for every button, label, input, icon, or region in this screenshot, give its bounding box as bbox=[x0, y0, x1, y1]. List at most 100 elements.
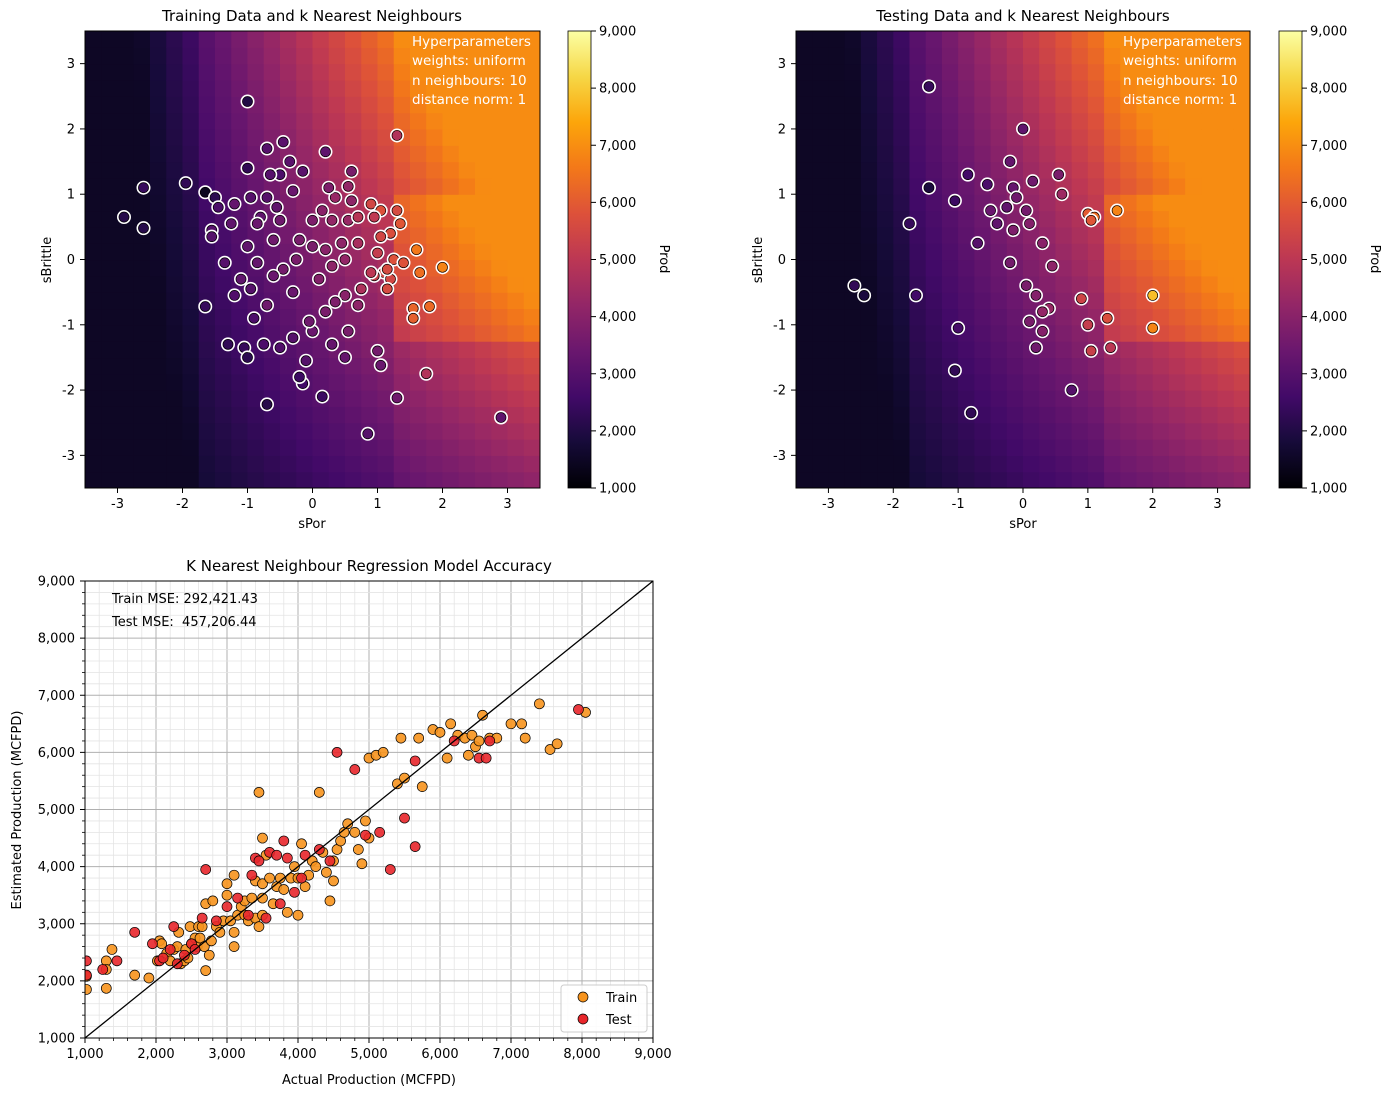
testing-surface-cell bbox=[1006, 390, 1024, 407]
training-xtick-label: 0 bbox=[308, 497, 316, 512]
testing-surface-cell bbox=[1055, 455, 1073, 473]
testing-surface-cell bbox=[1055, 324, 1073, 342]
training-surface-cell bbox=[215, 112, 232, 130]
testing-surface-cell bbox=[925, 357, 943, 375]
testing-surface-cell bbox=[1006, 455, 1024, 473]
test-point bbox=[296, 872, 307, 884]
training-surface-cell bbox=[85, 31, 102, 48]
testing-surface-cell bbox=[958, 422, 975, 440]
training-surface-cell bbox=[523, 161, 540, 179]
training-surface-cell bbox=[361, 324, 379, 342]
testing-surface-cell bbox=[941, 373, 959, 391]
training-surface-cell bbox=[133, 194, 151, 212]
training-surface-cell bbox=[133, 292, 151, 310]
training-surface-cell bbox=[393, 145, 411, 163]
testing-surface-cell bbox=[1120, 96, 1138, 114]
training-point-ring bbox=[412, 265, 427, 280]
testing-point bbox=[923, 81, 935, 92]
training-surface-cell bbox=[393, 308, 411, 326]
testing-surface-cell bbox=[893, 194, 911, 212]
training-surface-cell bbox=[85, 455, 102, 473]
training-point bbox=[300, 355, 312, 367]
training-surface-cell bbox=[442, 357, 460, 375]
testing-surface-cell bbox=[909, 47, 927, 65]
training-point bbox=[307, 214, 318, 226]
testing-surface-cell bbox=[877, 177, 894, 195]
training-surface-cell bbox=[458, 161, 476, 179]
testing-surface-cell bbox=[1201, 373, 1219, 391]
testing-surface-cell bbox=[877, 275, 894, 293]
training-surface-cell bbox=[475, 243, 492, 261]
testing-surface-cell bbox=[1201, 259, 1219, 277]
training-surface-cell bbox=[491, 31, 509, 48]
training-point bbox=[495, 412, 507, 423]
training-point-ring bbox=[373, 229, 388, 244]
training-point bbox=[316, 391, 328, 402]
training-surface-cell bbox=[377, 455, 395, 473]
training-surface-cell bbox=[507, 96, 525, 114]
training-panel: Training Data and k Nearest Neighbours -… bbox=[40, 7, 671, 532]
training-point bbox=[229, 198, 240, 210]
testing-surface-cell bbox=[1201, 308, 1219, 326]
testing-surface-cell bbox=[1217, 79, 1235, 97]
test-point bbox=[484, 735, 496, 747]
training-surface-cell bbox=[491, 79, 509, 97]
training-point-ring bbox=[435, 260, 450, 275]
testing-surface-cell bbox=[1071, 128, 1089, 146]
training-surface-cell bbox=[523, 194, 540, 212]
testing-surface-cell bbox=[812, 226, 830, 244]
training-surface-cell bbox=[507, 79, 525, 97]
training-surface-cell bbox=[523, 292, 540, 310]
training-point bbox=[411, 244, 422, 256]
training-surface-cell bbox=[426, 194, 444, 212]
training-surface-cell bbox=[458, 390, 476, 407]
testing-surface-cell bbox=[990, 471, 1008, 488]
test-point bbox=[274, 898, 286, 910]
train-point bbox=[207, 895, 219, 907]
training-surface-cell bbox=[247, 47, 265, 65]
training-surface-cell bbox=[150, 357, 167, 375]
training-surface-cell bbox=[442, 128, 460, 146]
train-point bbox=[221, 889, 233, 901]
testing-colorbar-tick-label: 5,000 bbox=[1310, 253, 1347, 268]
testing-surface-cell bbox=[1217, 226, 1235, 244]
testing-surface-cell bbox=[1168, 341, 1186, 359]
training-surface-cell bbox=[101, 357, 119, 375]
testing-surface-cell bbox=[990, 47, 1008, 65]
training-surface-cell bbox=[507, 177, 525, 195]
train-point bbox=[342, 818, 354, 830]
testing-surface-cell bbox=[1233, 31, 1250, 48]
training-surface-cell bbox=[475, 292, 492, 310]
training-surface-cell bbox=[150, 210, 167, 228]
testing-surface-cell bbox=[1023, 471, 1040, 488]
testing-surface-cell bbox=[925, 96, 943, 114]
training-surface-cell bbox=[410, 177, 427, 195]
testing-point bbox=[1147, 290, 1159, 301]
training-surface-cell bbox=[166, 357, 184, 375]
training-surface-cell bbox=[426, 31, 444, 48]
testing-surface-cell bbox=[1233, 112, 1250, 130]
testing-surface-cell bbox=[844, 243, 862, 261]
training-point-ring bbox=[259, 141, 274, 156]
training-surface-cell bbox=[393, 96, 411, 114]
accuracy-xtick-label: 1,000 bbox=[66, 1047, 103, 1062]
training-surface-cell bbox=[231, 373, 249, 391]
training-surface-cell bbox=[231, 259, 249, 277]
training-surface-cell bbox=[345, 439, 362, 456]
training-surface-cell bbox=[150, 406, 167, 424]
training-surface-cell bbox=[296, 79, 314, 97]
testing-surface-cell bbox=[1152, 243, 1170, 261]
training-surface-cell bbox=[117, 308, 135, 326]
training-surface-cell bbox=[198, 275, 216, 293]
testing-ytick-label: 1 bbox=[778, 188, 786, 203]
training-surface-cell bbox=[263, 47, 281, 65]
testing-surface-cell bbox=[1055, 308, 1073, 326]
testing-surface-cell bbox=[1233, 194, 1250, 212]
testing-surface-cell bbox=[877, 422, 894, 440]
training-surface-cell bbox=[182, 112, 200, 130]
testing-surface-cell bbox=[958, 373, 975, 391]
testing-surface-cell bbox=[1136, 63, 1154, 81]
training-surface-cell bbox=[198, 471, 216, 488]
training-surface-cell bbox=[458, 373, 476, 391]
train-point bbox=[445, 718, 456, 730]
